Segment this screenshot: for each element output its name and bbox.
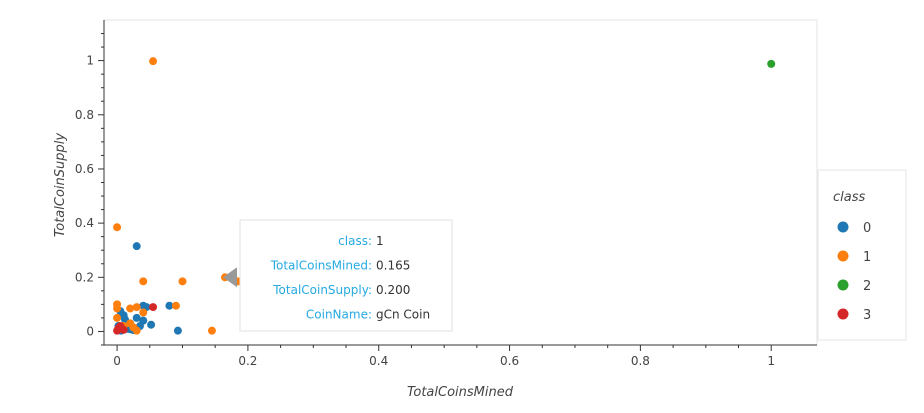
point-class-1[interactable] bbox=[113, 223, 122, 232]
point-class-1[interactable] bbox=[171, 301, 180, 310]
point-class-0[interactable] bbox=[132, 313, 141, 322]
x-tick-label: 0 bbox=[113, 354, 121, 368]
x-axis-label: TotalCoinsMined bbox=[407, 385, 514, 400]
y-tick-label: 0.2 bbox=[75, 270, 94, 284]
tooltip-key: TotalCoinSupply: bbox=[272, 283, 372, 297]
tooltip-key: TotalCoinsMined: bbox=[270, 259, 372, 273]
legend-marker-1 bbox=[837, 250, 849, 262]
point-class-3[interactable] bbox=[119, 325, 128, 334]
point-class-1[interactable] bbox=[113, 304, 122, 313]
point-class-0[interactable] bbox=[132, 242, 141, 251]
tooltip-value: gCn Coin bbox=[376, 308, 430, 322]
x-tick-label: 0.6 bbox=[500, 354, 519, 368]
y-tick-label: 0.8 bbox=[75, 108, 94, 122]
point-class-1[interactable] bbox=[178, 277, 187, 286]
point-class-1[interactable] bbox=[132, 326, 141, 335]
legend-label-1: 1 bbox=[863, 250, 871, 265]
point-class-3[interactable] bbox=[149, 303, 158, 312]
y-axis: 0 0.2 0.4 0.6 0.8 1 bbox=[75, 20, 105, 346]
point-class-0[interactable] bbox=[165, 301, 174, 310]
point-class-1[interactable] bbox=[113, 313, 122, 322]
point-class-1[interactable] bbox=[139, 277, 148, 286]
y-tick-label: 0 bbox=[86, 324, 94, 338]
legend-marker-3 bbox=[837, 308, 849, 320]
legend-box bbox=[817, 169, 907, 341]
point-class-0[interactable] bbox=[147, 320, 156, 329]
x-tick-label: 0.4 bbox=[369, 354, 388, 368]
legend-label-2: 2 bbox=[863, 279, 871, 294]
y-tick-label: 0.6 bbox=[75, 162, 94, 176]
legend-label-0: 0 bbox=[863, 221, 871, 236]
x-axis: 0 0.2 0.4 0.6 0.8 1 bbox=[104, 344, 817, 368]
point-class-1[interactable] bbox=[139, 308, 148, 317]
point-class-1[interactable] bbox=[126, 304, 135, 313]
tooltip-box bbox=[239, 219, 453, 332]
legend-label-3: 3 bbox=[863, 308, 871, 323]
point-class-1[interactable] bbox=[132, 303, 141, 312]
legend-marker-0 bbox=[837, 221, 849, 233]
tooltip-key: CoinName: bbox=[306, 308, 372, 322]
point-class-0[interactable] bbox=[173, 326, 182, 335]
tooltip-pointer bbox=[223, 267, 238, 288]
legend-marker-2 bbox=[837, 279, 849, 291]
tooltip-key: class: bbox=[338, 234, 372, 248]
y-tick-label: 0.4 bbox=[75, 216, 94, 230]
legend-title: class bbox=[833, 190, 865, 205]
hover-tooltip: class: 1 TotalCoinsMined: 0.165 TotalCoinSup… bbox=[223, 219, 453, 332]
plot-area[interactable] bbox=[103, 19, 818, 346]
x-tick-label: 1 bbox=[767, 354, 775, 368]
tooltip-value: 0.165 bbox=[376, 259, 410, 273]
point-class-1[interactable] bbox=[149, 57, 158, 66]
x-tick-label: 0.8 bbox=[631, 354, 650, 368]
legend: class 0 1 2 3 bbox=[817, 169, 907, 341]
point-class-2[interactable] bbox=[767, 59, 776, 68]
data-points bbox=[113, 57, 776, 335]
y-axis-label: TotalCoinSupply bbox=[53, 133, 68, 237]
point-class-1[interactable] bbox=[207, 326, 216, 335]
y-tick-label: 1 bbox=[86, 54, 94, 68]
tooltip-value: 1 bbox=[376, 234, 384, 248]
tooltip-value: 0.200 bbox=[376, 283, 410, 297]
x-tick-label: 0.2 bbox=[238, 354, 257, 368]
